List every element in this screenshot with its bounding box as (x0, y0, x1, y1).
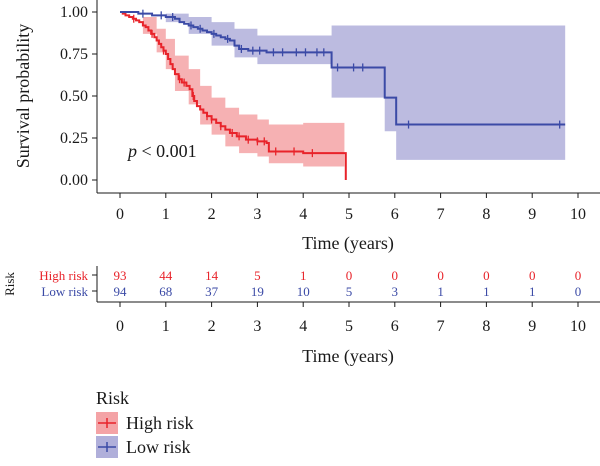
risk-x-tick-label: 4 (299, 318, 307, 335)
x-tick-label: 7 (437, 206, 445, 223)
legend-items: High risk Low risk (96, 412, 194, 458)
low-risk-at-risk-count: 94 (114, 284, 128, 299)
x-tick-label: 3 (253, 206, 261, 223)
x-tick-label: 1 (162, 206, 170, 223)
low-risk-at-risk-count: 1 (483, 284, 490, 299)
p-value-annotation: p < 0.001 (126, 141, 197, 161)
survival-plot: 0.00 0.25 0.50 0.75 1.00 0 1 2 3 4 5 6 7 8 9 10 Surviv… (13, 0, 600, 254)
high-risk-at-risk-count: 93 (114, 268, 127, 283)
high-risk-legend-label: High risk (126, 413, 194, 433)
risk-x-tick-label: 3 (253, 318, 261, 335)
high-risk-at-risk-count: 0 (575, 268, 582, 283)
risk-x-tick-label: 9 (528, 318, 536, 335)
confidence-bands (120, 12, 566, 169)
x-tick-label: 0 (116, 206, 124, 223)
risk-x-ticks: 0 1 2 3 4 5 6 7 8 9 10 (116, 302, 586, 335)
risk-x-tick-label: 10 (570, 318, 586, 335)
high-risk-at-risk-count: 1 (300, 268, 307, 283)
risk-x-tick-label: 1 (162, 318, 170, 335)
high-risk-at-risk-count: 0 (437, 268, 444, 283)
high-risk-at-risk-count: 0 (483, 268, 490, 283)
x-tick-label: 9 (528, 206, 536, 223)
x-tick-label: 2 (208, 206, 216, 223)
low-risk-at-risk-count: 37 (205, 284, 219, 299)
high-risk-at-risk-count: 0 (529, 268, 536, 283)
high-risk-at-risk-count: 5 (254, 268, 261, 283)
y-tick-label: 0.75 (60, 46, 88, 63)
low-risk-confidence-band (120, 12, 566, 160)
x-axis-title: Time (years) (302, 233, 394, 254)
y-axis-title: Survival probability (13, 24, 33, 168)
legend-title: Risk (96, 388, 129, 408)
p-value-text: < 0.001 (137, 141, 197, 161)
x-tick-label: 6 (391, 206, 399, 223)
high-risk-at-risk-count: 44 (159, 268, 173, 283)
high-risk-survival-curve (120, 11, 347, 180)
low-risk-survival-curve (120, 11, 566, 126)
y-tick-label: 0.00 (60, 172, 88, 189)
low-risk-at-risk-count: 10 (297, 284, 310, 299)
x-ticks: 0 1 2 3 4 5 6 7 8 9 10 (116, 193, 586, 223)
x-tick-label: 10 (570, 206, 586, 223)
risk-x-axis-title: Time (years) (302, 346, 394, 367)
legend: Risk High risk Low risk (96, 388, 194, 458)
y-tick-label: 1.00 (60, 4, 88, 21)
high-risk-at-risk-count: 14 (205, 268, 219, 283)
low-risk-row-label: Low risk (41, 284, 88, 299)
p-symbol: p (126, 141, 137, 161)
x-tick-label: 5 (345, 206, 353, 223)
high-risk-at-risk-count: 0 (392, 268, 399, 283)
y-tick-label: 0.50 (60, 88, 88, 105)
low-risk-at-risk-count: 0 (575, 284, 582, 299)
survival-curves (120, 11, 566, 180)
risk-x-tick-label: 7 (437, 318, 445, 335)
risk-x-tick-label: 8 (482, 318, 490, 335)
low-risk-at-risk-count: 68 (159, 284, 172, 299)
x-tick-label: 8 (482, 206, 490, 223)
low-risk-at-risk-count: 5 (346, 284, 353, 299)
x-tick-label: 4 (299, 206, 307, 223)
risk-x-tick-label: 6 (391, 318, 399, 335)
risk-table-title: Risk (2, 272, 17, 296)
low-risk-at-risk-count: 3 (392, 284, 399, 299)
high-risk-confidence-band (120, 12, 345, 169)
risk-x-tick-label: 2 (208, 318, 216, 335)
low-risk-at-risk-count: 1 (529, 284, 536, 299)
low-risk-at-risk-count: 19 (251, 284, 264, 299)
low-risk-at-risk-count: 1 (437, 284, 444, 299)
censor-marks (133, 9, 561, 158)
y-tick-label: 0.25 (60, 130, 88, 147)
low-risk-legend-label: Low risk (126, 437, 191, 457)
high-risk-at-risk-count: 0 (346, 268, 353, 283)
risk-x-tick-label: 0 (116, 318, 124, 335)
y-ticks: 0.00 0.25 0.50 0.75 1.00 (60, 4, 97, 189)
high-risk-row-label: High risk (39, 268, 88, 283)
risk-x-tick-label: 5 (345, 318, 353, 335)
